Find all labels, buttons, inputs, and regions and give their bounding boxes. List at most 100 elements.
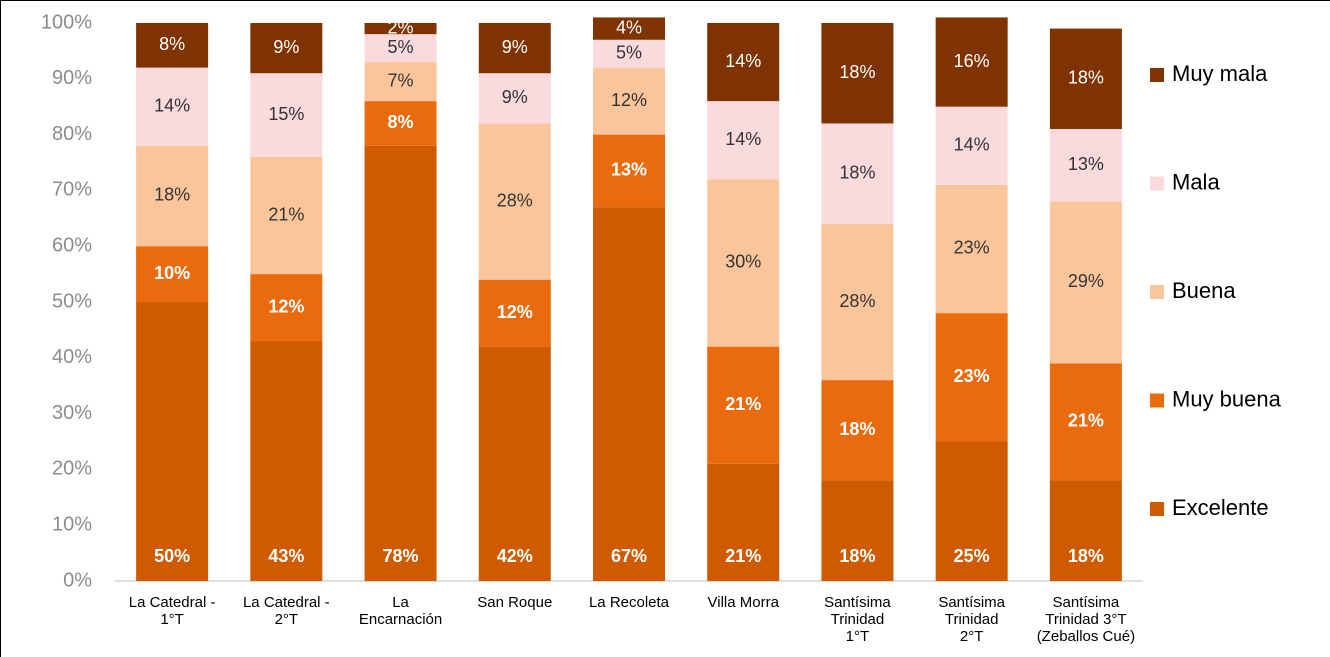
data-label: 5% xyxy=(388,37,414,57)
data-label: 25% xyxy=(954,546,990,566)
data-label: 18% xyxy=(839,419,875,439)
bar-segment xyxy=(935,106,1008,185)
bar-segment xyxy=(478,346,551,581)
bar-segment xyxy=(707,101,780,180)
bar-segment xyxy=(821,223,894,381)
bar-segment xyxy=(1049,363,1122,481)
data-label: 14% xyxy=(725,129,761,149)
legend-label: Mala xyxy=(1172,169,1220,194)
y-tick-label: 70% xyxy=(52,179,92,201)
data-label: 78% xyxy=(383,546,419,566)
bar-segment xyxy=(364,145,437,581)
bar-segment xyxy=(707,346,780,464)
bar-segment xyxy=(364,62,437,102)
data-label: 23% xyxy=(954,238,990,258)
data-label: 13% xyxy=(1068,154,1104,174)
data-label: 43% xyxy=(268,546,304,566)
bar-segment xyxy=(136,246,209,302)
legend-swatch xyxy=(1150,285,1164,299)
x-tick-label: La Catedral -1°T xyxy=(129,594,216,628)
data-label: 18% xyxy=(839,62,875,82)
x-tick-label: La Catedral -2°T xyxy=(243,594,330,628)
bar-segment xyxy=(593,67,665,135)
data-label: 21% xyxy=(268,204,304,224)
x-tick-label: Santísima Trinidad 3°T (Zeballos Cué) xyxy=(1037,594,1135,645)
bar-segment xyxy=(364,34,437,63)
x-tick-label: Santísima Trinidad 2°T xyxy=(938,594,1005,645)
bar-segment xyxy=(478,279,551,347)
y-tick-label: 50% xyxy=(52,290,92,312)
data-label: 14% xyxy=(954,135,990,155)
data-label: 14% xyxy=(725,51,761,71)
data-label: 12% xyxy=(611,90,647,110)
bar-segment xyxy=(1049,129,1122,202)
bar-segment xyxy=(250,274,323,342)
bar-segment xyxy=(821,23,894,124)
data-label: 10% xyxy=(154,263,190,283)
legend-label: Excelente xyxy=(1172,495,1269,520)
bar-segment xyxy=(136,145,209,247)
bar-segment xyxy=(364,23,437,35)
data-label: 21% xyxy=(1068,411,1104,431)
y-tick-label: 30% xyxy=(52,402,92,424)
bar-segment xyxy=(593,17,665,40)
data-label: 18% xyxy=(1068,68,1104,88)
bar-segment xyxy=(250,341,323,581)
data-label: 9% xyxy=(273,37,299,57)
data-label: 21% xyxy=(725,546,761,566)
bar-segment xyxy=(821,480,894,581)
legend-swatch xyxy=(1150,502,1164,516)
y-tick-label: 40% xyxy=(52,346,92,368)
data-label: 15% xyxy=(268,104,304,124)
data-label: 18% xyxy=(1068,546,1104,566)
data-label: 8% xyxy=(159,34,185,54)
legend-label: Muy mala xyxy=(1172,61,1268,86)
y-tick-label: 0% xyxy=(63,569,92,591)
x-tick-label: La Recoleta xyxy=(589,594,670,611)
data-label: 18% xyxy=(839,546,875,566)
legend-swatch xyxy=(1150,393,1164,408)
bar-segment xyxy=(136,302,209,581)
bar-segment xyxy=(821,123,894,224)
y-tick-label: 20% xyxy=(52,458,92,480)
data-label: 16% xyxy=(954,51,990,71)
bar-segment xyxy=(364,101,437,146)
data-label: 21% xyxy=(725,394,761,414)
legend-label: Muy buena xyxy=(1172,386,1282,411)
bar-segment xyxy=(250,73,323,157)
data-label: 30% xyxy=(725,252,761,272)
bar-segment xyxy=(250,156,323,275)
y-tick-label: 10% xyxy=(52,513,92,535)
data-label: 12% xyxy=(497,302,533,322)
bar-segment xyxy=(136,67,209,146)
bar-segment xyxy=(1049,201,1122,364)
x-tick-label: San Roque xyxy=(477,594,552,611)
y-tick-label: 60% xyxy=(52,234,92,256)
bar-segment xyxy=(1049,28,1122,130)
data-label: 18% xyxy=(839,162,875,182)
data-label: 67% xyxy=(611,546,647,566)
data-label: 50% xyxy=(154,546,190,566)
data-label: 13% xyxy=(611,160,647,180)
data-label: 12% xyxy=(268,296,304,316)
bar-segment xyxy=(593,207,665,581)
data-label: 5% xyxy=(616,42,642,62)
y-tick-label: 90% xyxy=(52,67,92,89)
bar-segment xyxy=(136,23,209,68)
x-tick-label: Santísima Trinidad 1°T xyxy=(824,594,891,645)
legend-label: Buena xyxy=(1172,278,1236,303)
data-label: 9% xyxy=(502,37,528,57)
bar-segment xyxy=(478,73,551,124)
bar-segment xyxy=(935,17,1008,107)
bar-segment xyxy=(250,23,323,74)
data-label: 4% xyxy=(616,17,642,37)
data-label: 9% xyxy=(502,87,528,107)
bar-segment xyxy=(478,123,551,280)
bar-segment xyxy=(707,179,780,347)
data-label: 29% xyxy=(1068,271,1104,291)
bar-segment xyxy=(935,441,1008,581)
bar-segment xyxy=(821,380,894,481)
bar-segment xyxy=(593,39,665,68)
data-label: 28% xyxy=(839,291,875,311)
